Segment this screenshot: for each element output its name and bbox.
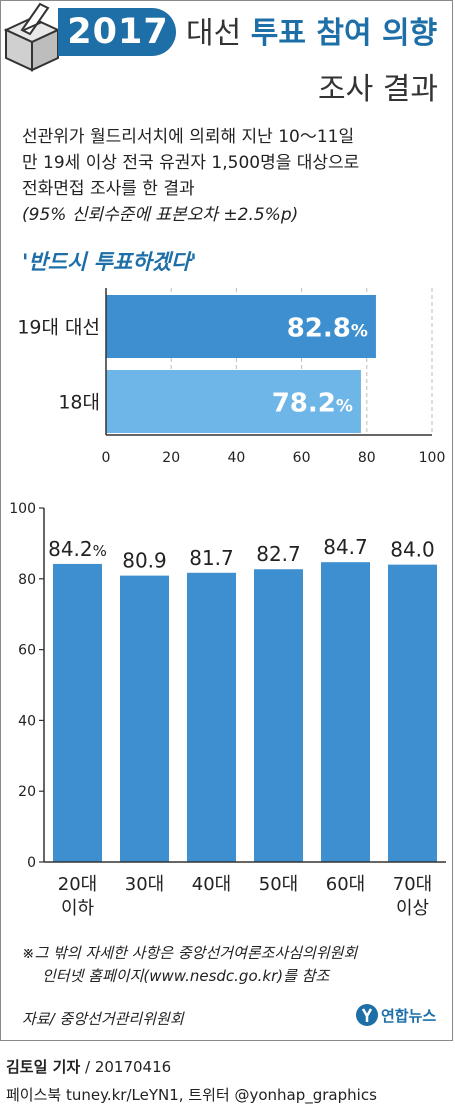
category-label: 70대	[393, 874, 432, 895]
bar	[120, 575, 169, 862]
bar	[53, 563, 102, 862]
horizontal-bar-chart: 0 20 40 60 80 100 19대 대선 82.8% 18대 78.2%	[17, 288, 446, 466]
note-line: 인터넷 홈페이지(www.nesdc.go.kr)를 참조	[42, 967, 330, 985]
y-tick-label: 20	[18, 784, 36, 800]
page-title: 대선 투표 참여 의향	[186, 16, 437, 52]
bar	[187, 572, 236, 862]
category-label: 18대	[58, 392, 100, 414]
x-tick-label: 0	[102, 450, 111, 466]
lead-line: 전화면접 조사를 한 결과	[22, 179, 195, 199]
lead-line: (95% 신뢰수준에 표본오차 ±2.5%p)	[22, 205, 299, 225]
bar	[321, 562, 370, 862]
yonhap-logo-icon	[356, 1004, 378, 1026]
lead-line: 선관위가 월드리서치에 의뢰해 지난 10～11일	[22, 127, 355, 147]
value-label: 84.0	[390, 538, 435, 562]
y-tick-label: 80	[18, 572, 36, 588]
lead-line: 만 19세 이상 전국 유권자 1,500명을 대상으로	[22, 153, 360, 173]
x-tick-label: 40	[227, 450, 245, 466]
logo-text: 연합뉴스	[381, 1007, 437, 1025]
bar	[388, 564, 437, 862]
value-label: 82.7	[256, 542, 301, 566]
bar	[254, 569, 303, 862]
note-line: ※그 밖의 자세한 사항은 중앙선거여론조사심의위원회	[22, 944, 358, 962]
bar	[106, 295, 376, 358]
y-tick-label: 40	[18, 713, 36, 729]
year-text: 2017	[67, 12, 169, 52]
category-label: 19대 대선	[17, 317, 100, 339]
x-tick-label: 20	[162, 450, 180, 466]
lead-text: 선관위가 월드리서치에 의뢰해 지난 10～11일 만 19세 이상 전국 유권…	[22, 124, 359, 228]
social-line: 페이스북 tuney.kr/LeYN1, 트위터 @yonhap_graphic…	[6, 1086, 377, 1104]
y-tick-label: 100	[9, 501, 36, 517]
category-label: 이하	[61, 898, 95, 919]
value-label: 84.7	[323, 535, 368, 559]
category-label: 40대	[192, 874, 231, 895]
note: ※그 밖의 자세한 사항은 중앙선거여론조사심의위원회 인터넷 홈페이지(www…	[22, 942, 357, 988]
value-label: 80.9	[122, 549, 167, 573]
category-label: 이상	[396, 898, 429, 919]
source-text: 자료/ 중앙선거관리위원회	[22, 1010, 184, 1028]
credit-line: 김토일 기자 / 20170416	[6, 1056, 171, 1077]
value-label: 81.7	[189, 546, 234, 570]
value-label: 82.8%	[287, 314, 368, 344]
category-label: 30대	[125, 874, 164, 895]
title-normal: 대선	[186, 16, 242, 51]
x-tick-label: 80	[358, 450, 376, 466]
page-subtitle: 조사 결과	[318, 72, 438, 107]
y-tick-label: 60	[18, 643, 36, 659]
value-label: 84.2%	[48, 537, 107, 561]
y-tick-label: 0	[27, 855, 36, 871]
infographic-frame	[0, 0, 453, 1041]
x-tick-label: 60	[293, 450, 311, 466]
ballot-box-icon	[3, 2, 61, 72]
year-badge	[58, 8, 176, 56]
value-label: 78.2%	[272, 389, 353, 419]
category-label: 20대	[58, 874, 97, 895]
title-bold: 투표 참여 의향	[250, 16, 438, 51]
x-tick-label: 100	[419, 450, 446, 466]
category-label: 60대	[326, 874, 365, 895]
credit-date: / 20170416	[80, 1058, 172, 1076]
category-label: 50대	[259, 874, 298, 895]
reporter-name: 김토일 기자	[6, 1058, 81, 1076]
h-chart-title: '반드시 투표하겠다'	[22, 250, 197, 274]
bar	[106, 370, 361, 433]
